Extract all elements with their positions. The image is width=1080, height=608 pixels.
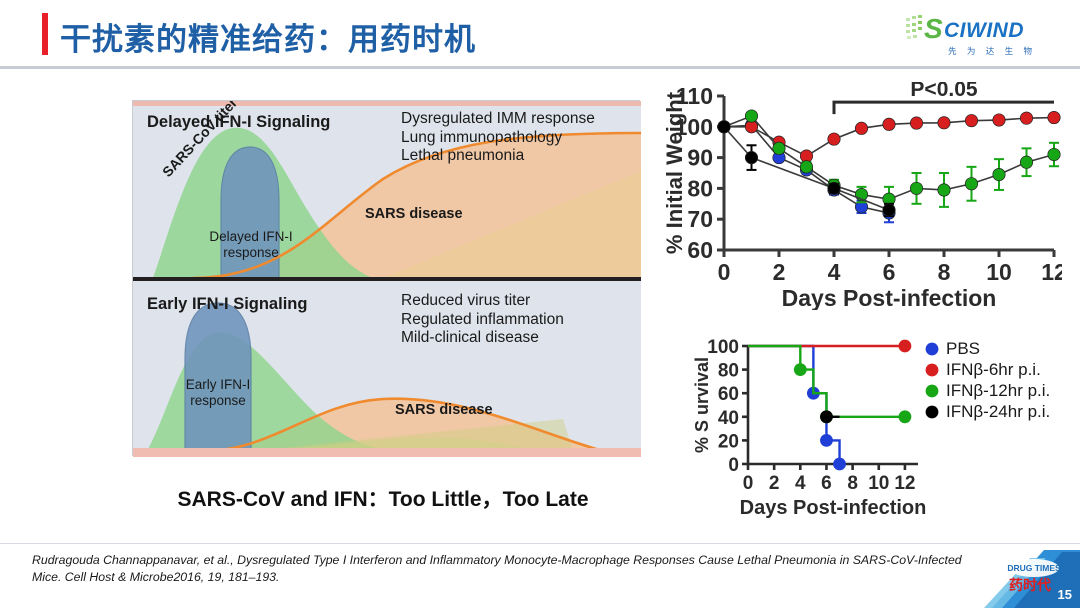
survival-series-IFN--24hr-p-i-: [820, 410, 840, 424]
delayed-note-1: Dysregulated IMM response: [401, 110, 595, 127]
svg-text:100: 100: [707, 337, 739, 358]
delayed-panel-heading: Delayed IFN-I Signaling: [147, 113, 331, 131]
legend-marker-0: [925, 342, 939, 356]
early-note-3: Mild-clinical disease: [401, 329, 539, 346]
sars-disease-label-early: SARS disease: [395, 402, 493, 418]
svg-text:4: 4: [828, 259, 841, 285]
svg-text:60: 60: [687, 237, 713, 263]
legend-label-2: IFNβ-12hr p.i.: [946, 381, 1050, 400]
svg-text:2: 2: [773, 259, 786, 285]
early-ifn-response-label: Early IFN-I response: [185, 377, 251, 408]
title-accent-bar: [42, 13, 48, 55]
svg-text:60: 60: [718, 384, 739, 405]
svg-text:110: 110: [676, 83, 713, 109]
svg-text:10: 10: [986, 259, 1012, 285]
early-panel-heading: Early IFN-I Signaling: [147, 295, 308, 313]
svg-text:80: 80: [718, 361, 739, 382]
early-note-1: Reduced virus titer: [401, 292, 531, 309]
early-signaling-curves: [147, 302, 604, 457]
svg-text:S: S: [924, 13, 943, 44]
svg-text:CIWIND: CIWIND: [944, 19, 1024, 42]
ifn-signaling-diagram: Delayed IFN-I Signaling Dysregulated IMM…: [132, 100, 641, 457]
weight-loss-plot: 60 70 80 90 100 110 0 2 4 6 8 10 12 % Initial Weight D…: [662, 82, 1062, 310]
delayed-panel-notes: Dysregulated IMM response Lung immunopat…: [401, 110, 595, 166]
svg-text:8: 8: [938, 259, 951, 285]
panel-bottom-band: [133, 448, 641, 457]
svg-text:70: 70: [687, 206, 713, 232]
legend-marker-2: [925, 384, 939, 398]
citation-divider: [0, 543, 1080, 544]
delayed-note-2: Lung immunopathology: [401, 128, 563, 146]
page-title: 干扰素的精准给药：用药时机: [60, 22, 476, 57]
weight-y-axis-label: % Initial Weight: [662, 91, 687, 254]
svg-text:10: 10: [868, 473, 889, 494]
pvalue-annotation: P<0.05: [910, 82, 977, 101]
survival-chart: 0 20 40 60 80 100 0 2 4 6 8 10 12% S urvival Days Pos…: [692, 332, 1068, 530]
svg-text:12: 12: [1041, 259, 1062, 285]
svg-text:药时代: 药时代: [1009, 577, 1051, 593]
panel-divider: [133, 277, 641, 281]
logo-subtitle: 先 为 达 生 物: [948, 46, 1036, 56]
survival-legend: PBS IFNβ-6hr p.i. IFNβ-12hr p.i. IFNβ-24hr …: [925, 339, 1050, 421]
diagram-panel-early: Early IFN-I Signaling Reduced virus tite…: [133, 281, 641, 457]
svg-text:80: 80: [687, 175, 713, 201]
sciwind-logo: S CIWIND 先 为 达 生 物: [904, 12, 1056, 60]
logo-mark: S CIWIND: [906, 13, 1024, 44]
page-number: 15: [1057, 587, 1072, 602]
svg-text:8: 8: [847, 473, 858, 494]
drugtimes-watermark: DRUG TIMES 药时代 15: [984, 544, 1080, 608]
survival-x-axis-label: Days Post-infection: [740, 497, 927, 519]
svg-text:0: 0: [743, 473, 754, 494]
delayed-ifn-response-label: Delayed IFN-I response: [209, 229, 293, 260]
diagram-caption: SARS-CoV and IFN：Too Little，Too Late: [177, 488, 589, 511]
diagram-panel-delayed: Delayed IFN-I Signaling Dysregulated IMM…: [133, 101, 641, 278]
weight-x-axis-label: Days Post-infection: [782, 285, 997, 310]
legend-label-1: IFNβ-6hr p.i.: [946, 360, 1041, 379]
header-divider: [0, 66, 1080, 69]
svg-text:6: 6: [821, 473, 832, 494]
early-note-2: Regulated inflammation: [401, 310, 564, 328]
legend-label-3: IFNβ-24hr p.i.: [946, 402, 1050, 421]
svg-text:0: 0: [728, 455, 739, 476]
svg-text:40: 40: [718, 408, 739, 429]
watermark-graphic: DRUG TIMES 药时代: [984, 544, 1080, 608]
citation-text: Rudragouda Channappanavar, et al., Dysre…: [32, 553, 962, 584]
legend-marker-1: [925, 363, 939, 377]
panel-top-band: [133, 101, 641, 106]
early-panel-notes: Reduced virus titer Regulated inflammati…: [401, 292, 564, 348]
delayed-note-3: Lethal pneumonia: [401, 147, 525, 164]
svg-text:12: 12: [894, 473, 915, 494]
svg-text:100: 100: [675, 114, 713, 140]
svg-text:20: 20: [718, 431, 739, 452]
legend-marker-3: [925, 405, 939, 419]
svg-text:4: 4: [795, 473, 806, 494]
svg-text:DRUG TIMES: DRUG TIMES: [1007, 563, 1061, 573]
slide-header: 干扰素的精准给药：用药时机 S CIWIND 先 为 达 生 物: [0, 0, 1080, 69]
legend-label-0: PBS: [946, 339, 980, 358]
weight-series-IFN--6hr-p-i-: [717, 111, 1061, 163]
survival-y-axis-label: % S urvival: [692, 357, 712, 453]
weight-loss-chart: 60 70 80 90 100 110 0 2 4 6 8 10 12 % Initial Weight D…: [662, 82, 1062, 310]
svg-text:6: 6: [883, 259, 896, 285]
weight-series-IFN--24hr-p-i-: [717, 120, 896, 218]
svg-text:0: 0: [718, 259, 731, 285]
svg-text:90: 90: [687, 145, 713, 171]
sars-disease-label-delayed: SARS disease: [365, 206, 463, 222]
svg-text:2: 2: [769, 473, 780, 494]
delayed-signaling-curves: [153, 127, 641, 278]
